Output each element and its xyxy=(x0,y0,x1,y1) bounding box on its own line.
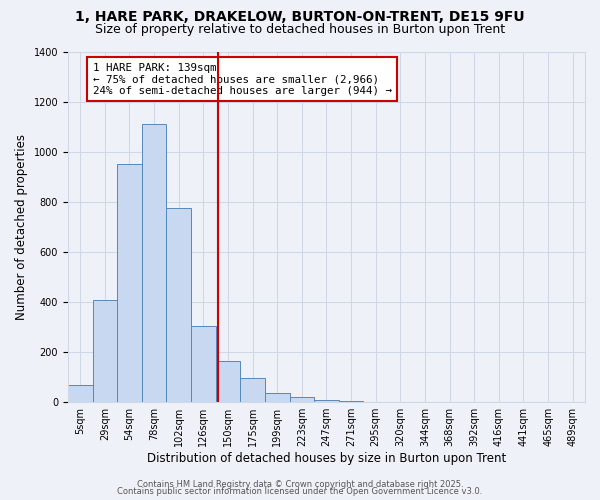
Bar xyxy=(117,164,142,402)
Text: Contains public sector information licensed under the Open Government Licence v3: Contains public sector information licen… xyxy=(118,487,482,496)
Bar xyxy=(92,300,117,402)
Text: Contains HM Land Registry data © Crown copyright and database right 2025.: Contains HM Land Registry data © Crown c… xyxy=(137,480,463,489)
X-axis label: Distribution of detached houses by size in Burton upon Trent: Distribution of detached houses by size … xyxy=(147,452,506,465)
Bar xyxy=(215,361,240,402)
Bar xyxy=(191,326,215,402)
Bar xyxy=(314,400,339,402)
Bar xyxy=(240,378,265,402)
Bar xyxy=(265,394,290,402)
Text: Size of property relative to detached houses in Burton upon Trent: Size of property relative to detached ho… xyxy=(95,22,505,36)
Bar xyxy=(142,124,166,402)
Text: 1, HARE PARK, DRAKELOW, BURTON-ON-TRENT, DE15 9FU: 1, HARE PARK, DRAKELOW, BURTON-ON-TRENT,… xyxy=(75,10,525,24)
Y-axis label: Number of detached properties: Number of detached properties xyxy=(15,134,28,320)
Bar xyxy=(68,385,92,402)
Text: 1 HARE PARK: 139sqm
← 75% of detached houses are smaller (2,966)
24% of semi-det: 1 HARE PARK: 139sqm ← 75% of detached ho… xyxy=(92,63,392,96)
Bar xyxy=(166,208,191,402)
Bar xyxy=(339,401,364,402)
Bar xyxy=(290,397,314,402)
